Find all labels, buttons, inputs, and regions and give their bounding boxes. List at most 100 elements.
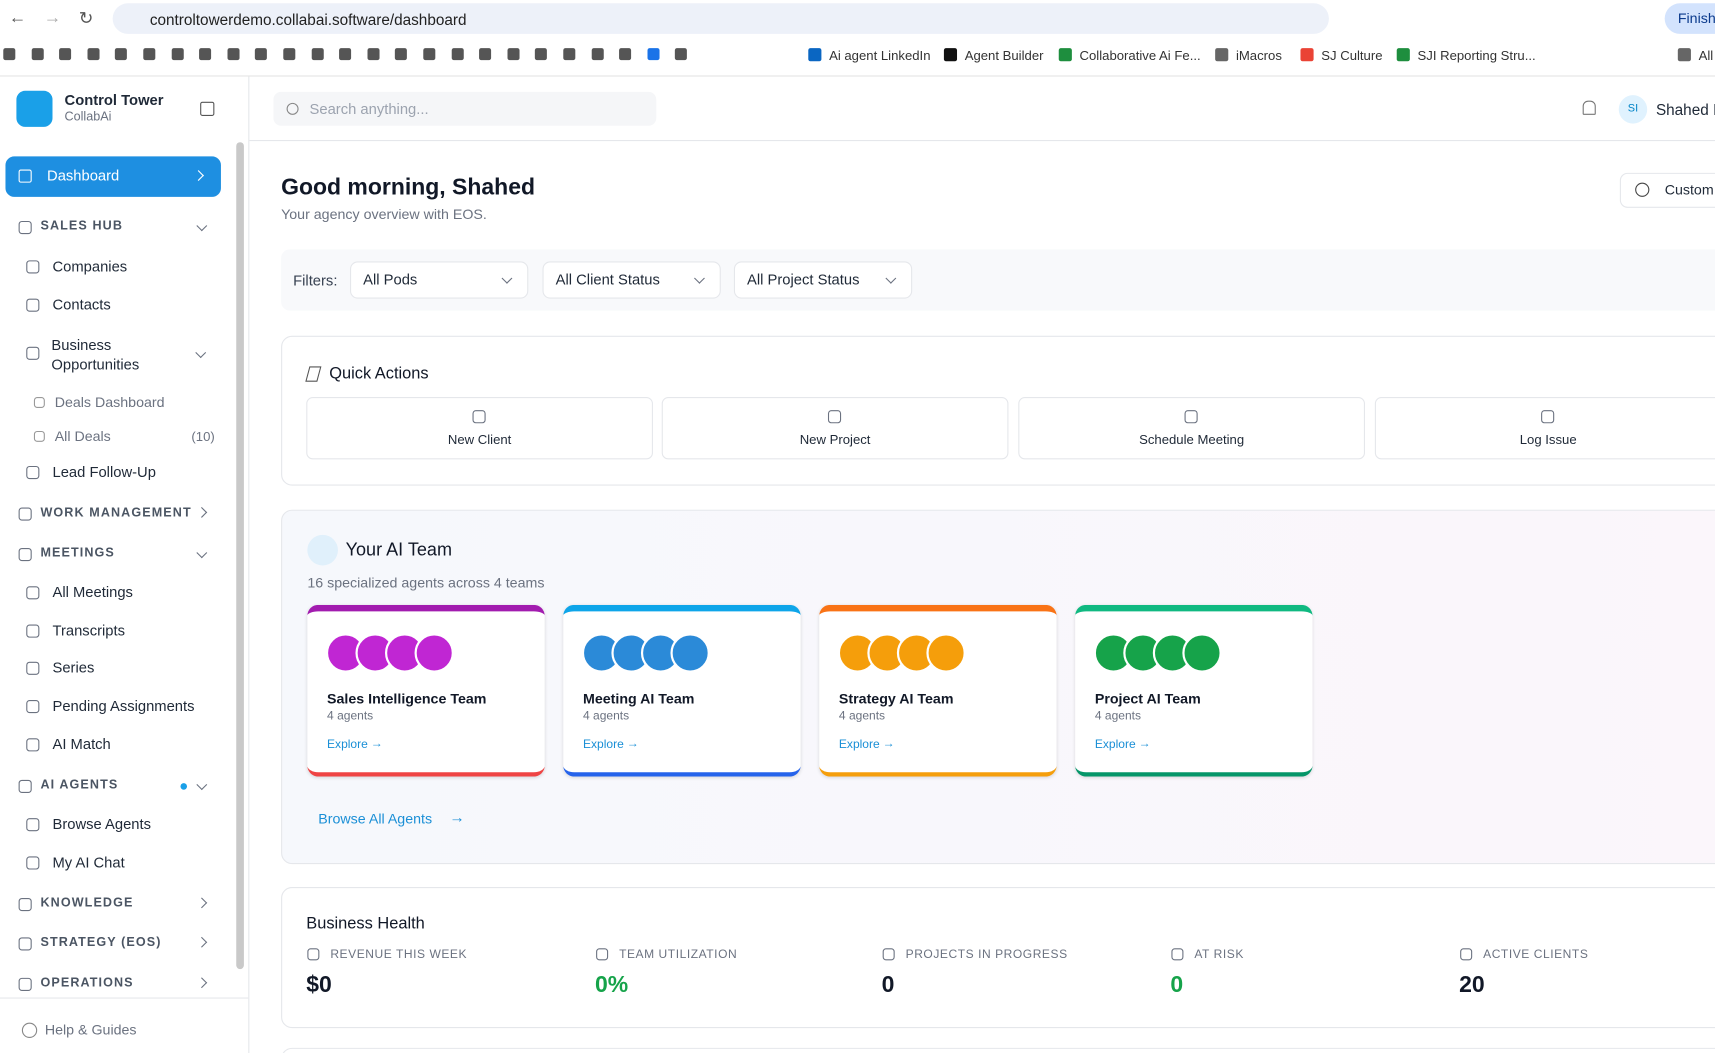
- nav-icon: [26, 661, 40, 675]
- nav-icon: [26, 700, 40, 714]
- nav-icon: [26, 586, 40, 600]
- help-link[interactable]: Help & Guides: [44, 1021, 137, 1038]
- nav-item[interactable]: Companies: [52, 258, 128, 275]
- nav-section[interactable]: MEETINGS: [40, 546, 115, 560]
- help-icon: [21, 1022, 38, 1038]
- explore-link[interactable]: Explore: [838, 738, 880, 752]
- nav-icon: [26, 856, 40, 870]
- quick-action[interactable]: [306, 397, 653, 460]
- ai-team-subtitle: 16 specialized agents across 4 teams: [307, 574, 545, 591]
- tab-favicon: [591, 48, 604, 61]
- metric-label: REVENUE THIS WEEK: [330, 948, 468, 962]
- browse-arrow: →: [449, 808, 465, 826]
- filter-select[interactable]: All Project Status: [733, 261, 913, 299]
- bookmark[interactable]: iMacros: [1235, 48, 1282, 64]
- bookmark[interactable]: SJ Culture: [1321, 48, 1383, 64]
- app-subtitle: CollabAi: [64, 110, 112, 124]
- ai-team-icon: [307, 534, 338, 566]
- explore-link[interactable]: Explore: [327, 738, 368, 752]
- tab-favicon: [59, 48, 72, 61]
- team-name: Meeting AI Team: [582, 690, 695, 707]
- user-name[interactable]: Shahed I: [1655, 100, 1715, 119]
- quick-action[interactable]: [661, 397, 1009, 460]
- nav-item[interactable]: Business Opportunities: [51, 336, 140, 373]
- nav-item[interactable]: My AI Chat: [52, 854, 125, 871]
- nav-icon: [18, 220, 32, 235]
- agent-avatar: [670, 633, 710, 673]
- tab-favicon: [535, 48, 548, 61]
- tab-favicon: [675, 48, 688, 61]
- metric-value: 0%: [595, 972, 629, 998]
- business-health-title: Business Health: [306, 914, 425, 933]
- collapse-button[interactable]: [200, 101, 215, 116]
- explore-arrow: →: [1138, 737, 1151, 751]
- bookmark-icon: [943, 48, 958, 62]
- action-icon: [1184, 410, 1198, 424]
- nav-icon: [26, 818, 40, 832]
- quick-action[interactable]: [1374, 397, 1715, 460]
- address-bar[interactable]: [112, 3, 1329, 34]
- profile-button[interactable]: Finish: [1664, 3, 1715, 34]
- agent-avatar: [926, 633, 966, 673]
- ai-team-title: Your AI Team: [345, 540, 452, 560]
- nav-active[interactable]: [5, 156, 221, 197]
- nav-item[interactable]: All Deals: [54, 427, 111, 445]
- scrollbar: [236, 142, 244, 970]
- bookmark[interactable]: SJI Reporting Stru...: [1417, 48, 1536, 64]
- filter-select[interactable]: All Pods: [350, 261, 529, 299]
- tab-favicon: [115, 48, 128, 61]
- nav-icon: [26, 260, 40, 274]
- nav-item[interactable]: Series: [52, 659, 95, 676]
- bookmark-icon: [1396, 48, 1410, 62]
- back-button[interactable]: ←: [8, 8, 27, 28]
- nav-item[interactable]: All Meetings: [52, 584, 133, 601]
- action-label: New Project: [799, 432, 871, 448]
- action-label: Log Issue: [1519, 432, 1577, 448]
- forward-button[interactable]: →: [43, 8, 62, 28]
- nav-section[interactable]: STRATEGY (EOS): [40, 936, 162, 950]
- nav-item[interactable]: Transcripts: [52, 622, 125, 639]
- search-box[interactable]: [273, 91, 657, 126]
- nav-section[interactable]: WORK MANAGEMENT: [40, 506, 192, 520]
- reload-button[interactable]: ↻: [78, 9, 94, 29]
- browse-all-link[interactable]: Browse All Agents: [318, 810, 433, 827]
- nav-item[interactable]: Contacts: [52, 296, 111, 313]
- nav-icon: [33, 397, 45, 408]
- notifications[interactable]: [1582, 100, 1596, 115]
- explore-arrow: →: [370, 737, 383, 751]
- bookmark[interactable]: Agent Builder: [964, 48, 1044, 64]
- tab-favicon: [255, 48, 268, 61]
- bookmark[interactable]: Collaborative Ai Fe...: [1079, 48, 1201, 64]
- metric-value: 0: [881, 972, 895, 998]
- nav-item[interactable]: Browse Agents: [52, 815, 152, 833]
- bookmark[interactable]: All: [1698, 48, 1714, 64]
- agent-avatar: [1182, 633, 1222, 673]
- tab-favicon: [227, 48, 240, 61]
- agent-avatar: [414, 633, 454, 673]
- tab-favicon: [3, 48, 16, 61]
- nav-item[interactable]: Deals Dashboard: [54, 393, 165, 411]
- tab-favicon: [451, 48, 464, 61]
- quick-action[interactable]: [1018, 397, 1365, 460]
- explore-link[interactable]: Explore: [1094, 738, 1136, 752]
- nav-icon: [26, 346, 40, 360]
- nav-section[interactable]: AI AGENTS: [40, 778, 119, 792]
- tab-favicon: [171, 48, 184, 61]
- nav-section[interactable]: SALES HUB: [40, 219, 123, 233]
- team-agents: 4 agents: [838, 709, 886, 723]
- explore-link[interactable]: Explore: [582, 738, 624, 752]
- nav-section[interactable]: KNOWLEDGE: [40, 896, 134, 910]
- nav-icon: [26, 624, 40, 638]
- filter-select[interactable]: All Client Status: [542, 261, 721, 299]
- avatar[interactable]: SI: [1618, 95, 1648, 124]
- nav-item[interactable]: Dashboard: [47, 167, 120, 184]
- bookmark[interactable]: Ai agent LinkedIn: [829, 48, 931, 64]
- nav-item[interactable]: AI Match: [52, 736, 111, 753]
- nav-item[interactable]: Lead Follow-Up: [52, 463, 156, 481]
- nav-item[interactable]: Pending Assignments: [52, 697, 195, 715]
- tab-favicon: [31, 48, 44, 61]
- explore-arrow: →: [626, 737, 639, 751]
- sidebar: [0, 76, 250, 1053]
- nav-section[interactable]: OPERATIONS: [40, 976, 134, 990]
- metric-icon: [596, 948, 609, 961]
